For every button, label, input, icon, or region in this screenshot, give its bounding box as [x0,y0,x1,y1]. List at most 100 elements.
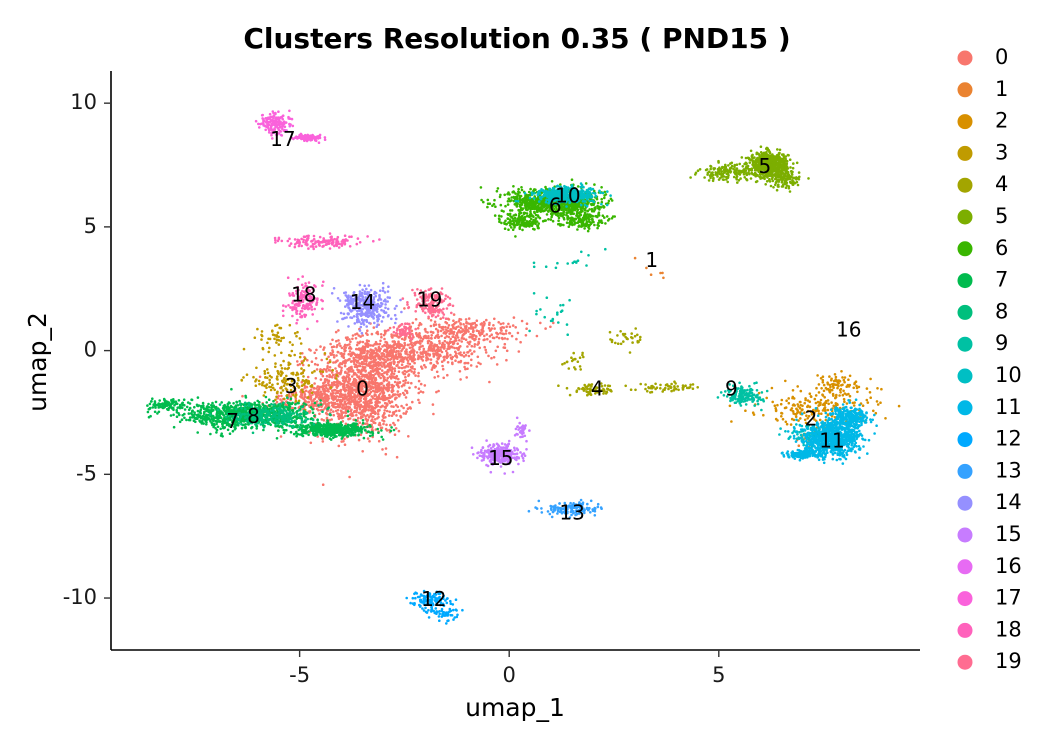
cluster-0-point [418,348,421,351]
cluster-0-point [382,419,386,423]
cluster-0-point [340,354,344,358]
cluster-2-point [792,412,795,415]
cluster-0-point [402,379,405,383]
cluster-0-point [377,415,380,419]
cluster-4-point [633,334,637,338]
cluster-0-point [544,327,547,330]
cluster-0-point [370,332,374,336]
cluster-0-point [368,440,371,443]
cluster-0-point [332,353,336,357]
cluster-0-point [388,375,392,378]
cluster-6-point [520,186,523,189]
cluster-0-point [329,369,332,372]
cluster-0-point [349,366,352,369]
cluster-0-point [459,318,463,321]
cluster-0-point [425,354,428,357]
cluster-0-point [429,319,433,322]
cluster-0-point [432,344,435,348]
cluster-0-point [466,345,469,348]
cluster-0-point [413,361,416,365]
cluster-0-point [336,359,339,362]
cluster-0-point [344,422,348,426]
cluster-0-point [459,345,462,348]
cluster-0-point [345,375,349,378]
cluster-0-point [408,362,412,366]
cluster-2-point [855,384,858,388]
cluster-0-point [511,324,515,327]
cluster-0-point [478,346,482,350]
cluster-0-point [382,362,385,366]
cluster-0-point [470,344,474,348]
cluster-0-point [481,327,485,330]
cluster-3-point [293,353,297,357]
cluster-3-point [279,391,283,395]
cluster-0-point [396,335,399,338]
cluster-0-point [402,383,406,387]
cluster-0-point [368,380,371,384]
cluster-0-point [325,370,328,373]
cluster-0-point [304,389,308,393]
cluster-0-point [390,405,393,408]
cluster-0-point [380,426,384,430]
cluster-3-point [276,375,279,378]
cluster-3-point [300,384,304,388]
cluster-4-point [577,387,580,390]
cluster-2-point [780,412,784,415]
cluster-0-point [466,341,470,344]
cluster-6-point [607,199,611,203]
cluster-2-point [853,382,856,386]
cluster-5-point [792,162,795,165]
cluster-0-point [430,368,434,371]
cluster-0-point [331,373,335,377]
cluster-0-point [433,376,437,379]
cluster-0-point [339,416,342,420]
cluster-0-point [335,395,339,398]
cluster-3-point [276,378,279,381]
cluster-0-point [417,324,421,327]
cluster-2-point [787,401,791,405]
cluster-2-point [818,418,822,422]
cluster-3-point [264,376,267,379]
cluster-2-point [843,380,846,384]
cluster-0-point [357,391,361,395]
cluster-0-point [514,326,517,329]
cluster-0-point [407,343,410,347]
cluster-0-point [456,342,460,346]
cluster-0-point [382,422,385,426]
cluster-0-point [327,355,330,359]
cluster-0-point [364,370,367,373]
cluster-0-point [379,339,382,343]
cluster-0-point [405,350,408,354]
cluster-0-point [359,350,363,353]
cluster-5-point [784,186,788,189]
cluster-0-point [485,333,489,336]
cluster-0-point [366,345,370,349]
cluster-0-point [366,405,369,408]
cluster-4-point [605,390,608,394]
cluster-0-point [454,359,457,363]
cluster-0-point [372,382,376,386]
cluster-0-point [524,334,528,337]
cluster-0-point [357,400,361,404]
cluster-0-point [320,395,323,399]
cluster-0-point [343,386,346,389]
cluster-0-point [477,331,481,335]
cluster-0-point [386,376,390,380]
cluster-5-point [736,181,739,184]
cluster-5-point [735,163,739,166]
cluster-0-point [409,342,413,346]
cluster-0-point [363,373,367,377]
cluster-3-point [276,382,280,386]
cluster-0-point [365,402,368,405]
cluster-3-point [301,379,305,382]
cluster-0-point [396,357,399,361]
cluster-6-point [567,209,570,213]
cluster-4-point [634,327,637,330]
cluster-0-point [337,329,340,332]
cluster-5-point [779,171,783,175]
cluster-0-point [404,381,407,385]
cluster-2-point [826,413,830,417]
cluster-0-point [492,356,496,359]
cluster-4-point [667,387,670,391]
